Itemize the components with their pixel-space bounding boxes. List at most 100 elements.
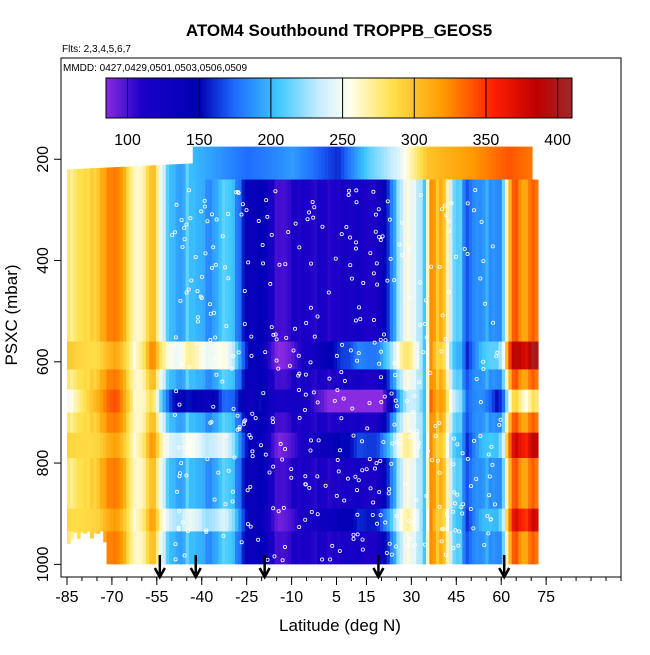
colorbar-cell [226,78,229,118]
band-cell [228,432,233,459]
band-cell [172,389,177,413]
band-cell [287,508,292,532]
sample-point [202,204,207,209]
colorbar-cell [358,78,361,118]
sample-point [303,482,308,487]
band-cell [152,432,157,459]
colorbar-cell [388,78,391,118]
colorbar-cell [540,78,543,118]
colorbar-cell [144,78,147,118]
field-column [432,179,437,565]
colorbar-cell [318,78,321,118]
band-cell [442,341,447,370]
band-cell [465,508,470,532]
band-cell [208,508,213,532]
field-column [376,179,381,565]
x-tick-label: 30 [402,589,420,606]
sample-point [497,423,502,428]
arrow-head [498,567,511,580]
upper-band-cell [426,146,431,180]
colorbar-cell [445,78,448,118]
band-cell [432,508,437,532]
colorbar-cell [134,78,137,118]
band-cell [178,389,183,413]
sample-point [406,518,411,523]
colorbar-cell [541,78,544,118]
sample-point [271,464,276,469]
band-cell [333,389,338,413]
band-cell [192,341,196,370]
sample-point [230,489,235,494]
upper-band-cell [459,146,464,180]
band-cell [205,341,210,370]
colorbar-cell [452,78,455,118]
band-cell [531,432,536,459]
upper-band-cell [466,146,470,180]
colorbar-cell [242,78,245,118]
band-cell [314,432,318,459]
band-cell [337,432,341,459]
upper-band-cell [209,146,214,180]
sample-point [451,545,456,550]
band-cell [419,389,424,413]
y-tick-label: 1000 [35,546,52,582]
band-cell [251,432,256,459]
band-cell [449,432,453,459]
colorbar-cell [564,78,567,118]
band-cell [205,432,210,459]
colorbar-cell [212,78,214,118]
colorbar-cell [560,78,563,118]
chart-title: ATOM4 Southbound TROPPB_GEOS5 [186,21,492,40]
field-column [277,179,282,565]
colorbar-cell [280,78,283,118]
band-cell [435,508,440,532]
band-cell [445,508,450,532]
band-cell [109,508,114,532]
sample-point [224,324,229,329]
sample-point [342,498,347,503]
colorbar-cell [473,78,475,118]
sample-point [180,245,185,250]
band-cell [478,432,483,459]
upper-band-cell [212,146,217,180]
band-cell [228,508,233,532]
band-cell [475,389,480,413]
field-column [524,179,529,565]
band-cell [528,432,532,459]
upper-band-cell [433,146,438,180]
band-cell [439,389,444,413]
colorbar-cell [170,78,173,118]
band-cell [244,389,249,413]
sample-point [214,217,219,222]
sample-point [277,262,282,267]
sample-point [182,553,187,558]
band-cell [113,432,117,459]
band-cell [165,389,170,413]
band-cell [96,432,101,459]
colorbar-cell [474,78,477,118]
band-cell [370,508,374,532]
band-cell [426,389,430,413]
sample-point [293,221,298,226]
colorbar-cell [232,78,235,118]
upper-band-cell [222,146,227,180]
sample-point [289,467,294,472]
colorbar-cell [293,78,296,118]
colorbar-cell [265,78,267,118]
band-cell [300,389,305,413]
colorbar-cell [398,78,401,118]
band-cell [465,389,470,413]
band-cell [314,341,318,370]
colorbar-cell [108,78,111,118]
colorbar-cell [352,78,355,118]
colorbar-cell [255,78,257,118]
band-cell [498,432,503,459]
sample-point [265,214,270,219]
colorbar-cell [290,78,293,118]
band-cell [162,508,167,532]
colorbar-cell [163,78,166,118]
band-cell [317,432,322,459]
field-column [442,179,447,565]
band-cell [472,389,476,413]
band-cell [468,389,473,413]
